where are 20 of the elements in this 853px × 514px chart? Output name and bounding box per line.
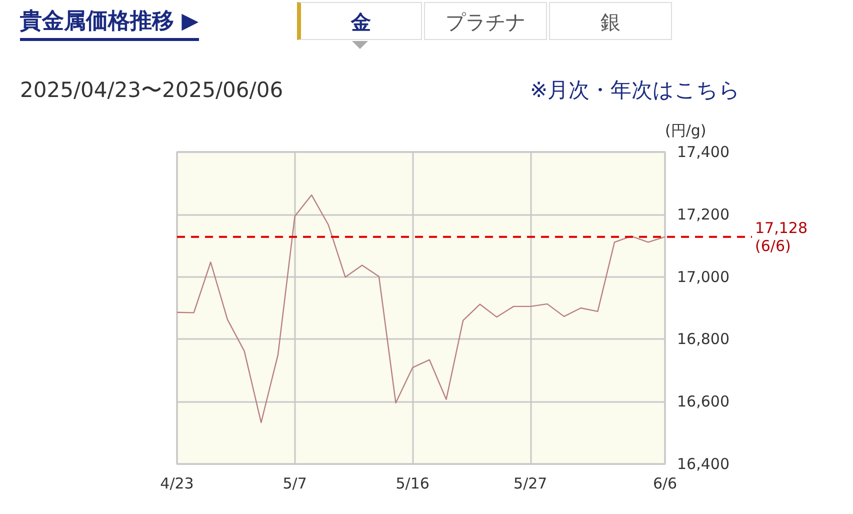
x-tick-label: 4/23 [160, 474, 194, 492]
text: ※月次・年次はこちら [530, 77, 741, 104]
line-series [176, 194, 666, 424]
y-tick-label: 16,800 [677, 330, 730, 348]
y-tick-label: 17,400 [677, 143, 730, 161]
y-tick-label: 17,200 [677, 205, 730, 224]
text: プラチナ [424, 2, 547, 40]
y-tick-label: 16,600 [677, 392, 730, 411]
text: 銀 [549, 2, 672, 40]
x-tick-label: 5/7 [282, 474, 307, 492]
chart-subtitle: 2025/04/23〜2025/06/06 [20, 77, 284, 104]
x-tick-label: 6/6 [652, 474, 678, 492]
ref-line-label: 17,128 (6/6) [755, 218, 808, 255]
x-tick-label: 5/16 [396, 474, 430, 492]
y-tick-label: 16,400 [677, 455, 730, 473]
y-axis-title: (円/g) [665, 122, 706, 140]
x-tick-label: 5/27 [514, 474, 548, 492]
y-tick-label: 17,000 [677, 268, 730, 286]
chart-title: 貴金属価格推移 ▶ [20, 6, 199, 41]
text: 金 [297, 2, 422, 40]
